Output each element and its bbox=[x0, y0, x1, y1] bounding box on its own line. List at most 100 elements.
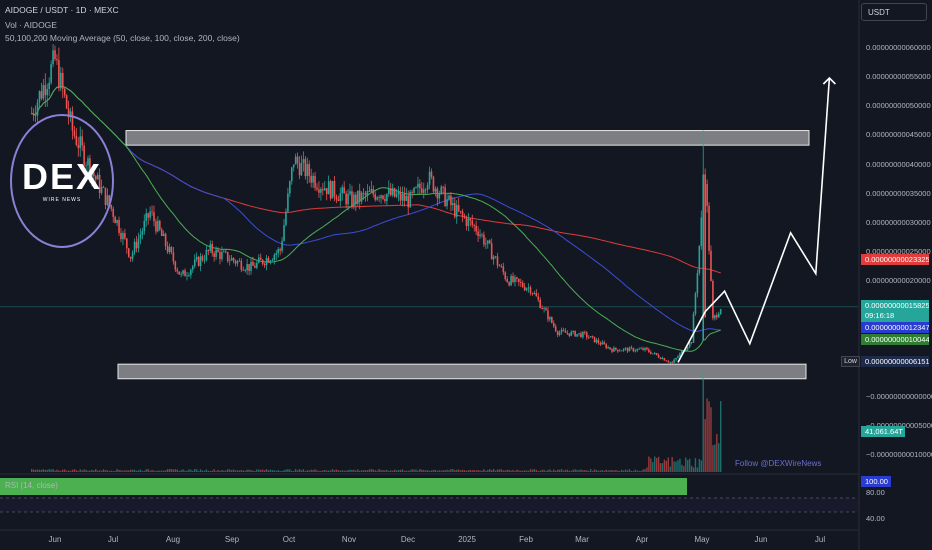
volume-tick: −0.00000000010000 bbox=[866, 450, 932, 459]
volume-bar bbox=[64, 469, 66, 472]
candle-body bbox=[504, 272, 507, 280]
candle-body bbox=[438, 193, 441, 199]
candle-body bbox=[238, 260, 241, 262]
volume-bar bbox=[277, 470, 279, 472]
candle-body bbox=[48, 82, 50, 89]
candle-body bbox=[622, 348, 625, 351]
volume-bar bbox=[580, 469, 582, 472]
candle-body bbox=[490, 243, 493, 260]
price-tick: 0.00000000040000 bbox=[866, 160, 931, 169]
volume-bar bbox=[242, 470, 244, 472]
candle-body bbox=[684, 349, 687, 352]
candle-body bbox=[209, 244, 212, 251]
volume-bar bbox=[110, 470, 112, 472]
volume-bar bbox=[347, 470, 349, 472]
volume-bar bbox=[690, 465, 693, 472]
volume-bar bbox=[349, 469, 351, 472]
candle-body bbox=[333, 180, 336, 197]
volume-bar bbox=[432, 469, 435, 472]
volume-bar bbox=[593, 469, 596, 472]
volume-bar bbox=[256, 469, 258, 472]
volume-bar bbox=[192, 470, 194, 472]
candle-body bbox=[226, 251, 229, 262]
candle-body bbox=[155, 221, 157, 232]
volume-bar bbox=[512, 469, 514, 472]
candle-body bbox=[139, 234, 142, 239]
candle-body bbox=[261, 259, 264, 264]
candle-body bbox=[244, 270, 246, 272]
candle-body bbox=[694, 293, 697, 314]
candle-body bbox=[300, 162, 303, 176]
candle-body bbox=[304, 159, 307, 177]
candle-body bbox=[376, 197, 378, 200]
candle-body bbox=[61, 72, 64, 89]
candle-body bbox=[36, 102, 39, 116]
volume-bar bbox=[390, 470, 392, 472]
symbol-title[interactable]: AIDOGE / USDT · 1D · MEXC bbox=[5, 5, 119, 15]
volume-legend[interactable]: Vol · AIDOGE bbox=[5, 20, 57, 30]
volume-bar bbox=[254, 470, 256, 472]
candle-body bbox=[426, 184, 429, 190]
candle-body bbox=[329, 181, 332, 199]
time-axis-label: Mar bbox=[575, 535, 589, 544]
candle-body bbox=[545, 308, 547, 311]
volume-bar bbox=[395, 470, 398, 472]
rsi-legend[interactable]: RSI (14, close) bbox=[5, 481, 58, 490]
volume-bar bbox=[624, 469, 627, 472]
candle-body bbox=[698, 245, 701, 274]
candle-body bbox=[568, 333, 571, 336]
candle-body bbox=[337, 199, 340, 201]
candle-body bbox=[599, 343, 602, 345]
ma-legend[interactable]: 50,100,200 Moving Average (50, close, 10… bbox=[5, 33, 240, 43]
candle-body bbox=[287, 193, 289, 212]
candle-body bbox=[560, 329, 563, 333]
volume-bar bbox=[558, 469, 561, 472]
candle-body bbox=[597, 339, 600, 344]
candle-body bbox=[193, 259, 196, 267]
candle-body bbox=[372, 189, 375, 195]
candle-body bbox=[401, 193, 404, 201]
volume-bar bbox=[137, 470, 140, 472]
candle-body bbox=[483, 234, 485, 245]
candle-body bbox=[242, 269, 245, 271]
volume-bar bbox=[240, 470, 243, 472]
candle-body bbox=[463, 215, 466, 218]
volume-bar bbox=[46, 469, 48, 472]
volume-bar bbox=[112, 470, 114, 472]
candle-body bbox=[409, 191, 411, 208]
volume-bar bbox=[180, 470, 182, 472]
volume-bar bbox=[659, 463, 662, 472]
volume-bar bbox=[73, 469, 76, 472]
volume-bar bbox=[652, 462, 654, 472]
candle-body bbox=[603, 342, 606, 345]
volume-bar bbox=[294, 469, 297, 472]
volume-bar bbox=[514, 470, 516, 472]
candle-body bbox=[60, 72, 62, 89]
volume-bar bbox=[260, 469, 262, 472]
volume-bar bbox=[450, 469, 452, 472]
volume-bar bbox=[194, 469, 196, 472]
volume-bar bbox=[376, 470, 378, 472]
volume-bar bbox=[438, 470, 440, 472]
currency-button[interactable]: USDT bbox=[861, 3, 927, 21]
volume-bar bbox=[83, 469, 85, 472]
volume-bar bbox=[145, 469, 147, 472]
candle-body bbox=[514, 277, 516, 282]
candle-body bbox=[473, 224, 476, 226]
volume-bar bbox=[428, 470, 431, 472]
volume-bar bbox=[686, 460, 689, 472]
price-tick: 0.00000000050000 bbox=[866, 101, 931, 110]
volume-bar bbox=[246, 469, 248, 472]
volume-bar bbox=[574, 469, 576, 472]
volume-bar bbox=[374, 470, 376, 472]
candle-body bbox=[298, 163, 301, 176]
candle-body bbox=[306, 164, 309, 177]
volume-bar bbox=[566, 469, 569, 472]
volume-bar bbox=[696, 467, 699, 472]
candle-body bbox=[30, 113, 33, 114]
candle-body bbox=[455, 205, 458, 217]
volume-bar bbox=[446, 469, 448, 472]
volume-bar bbox=[52, 469, 54, 472]
candle-body bbox=[166, 245, 169, 253]
